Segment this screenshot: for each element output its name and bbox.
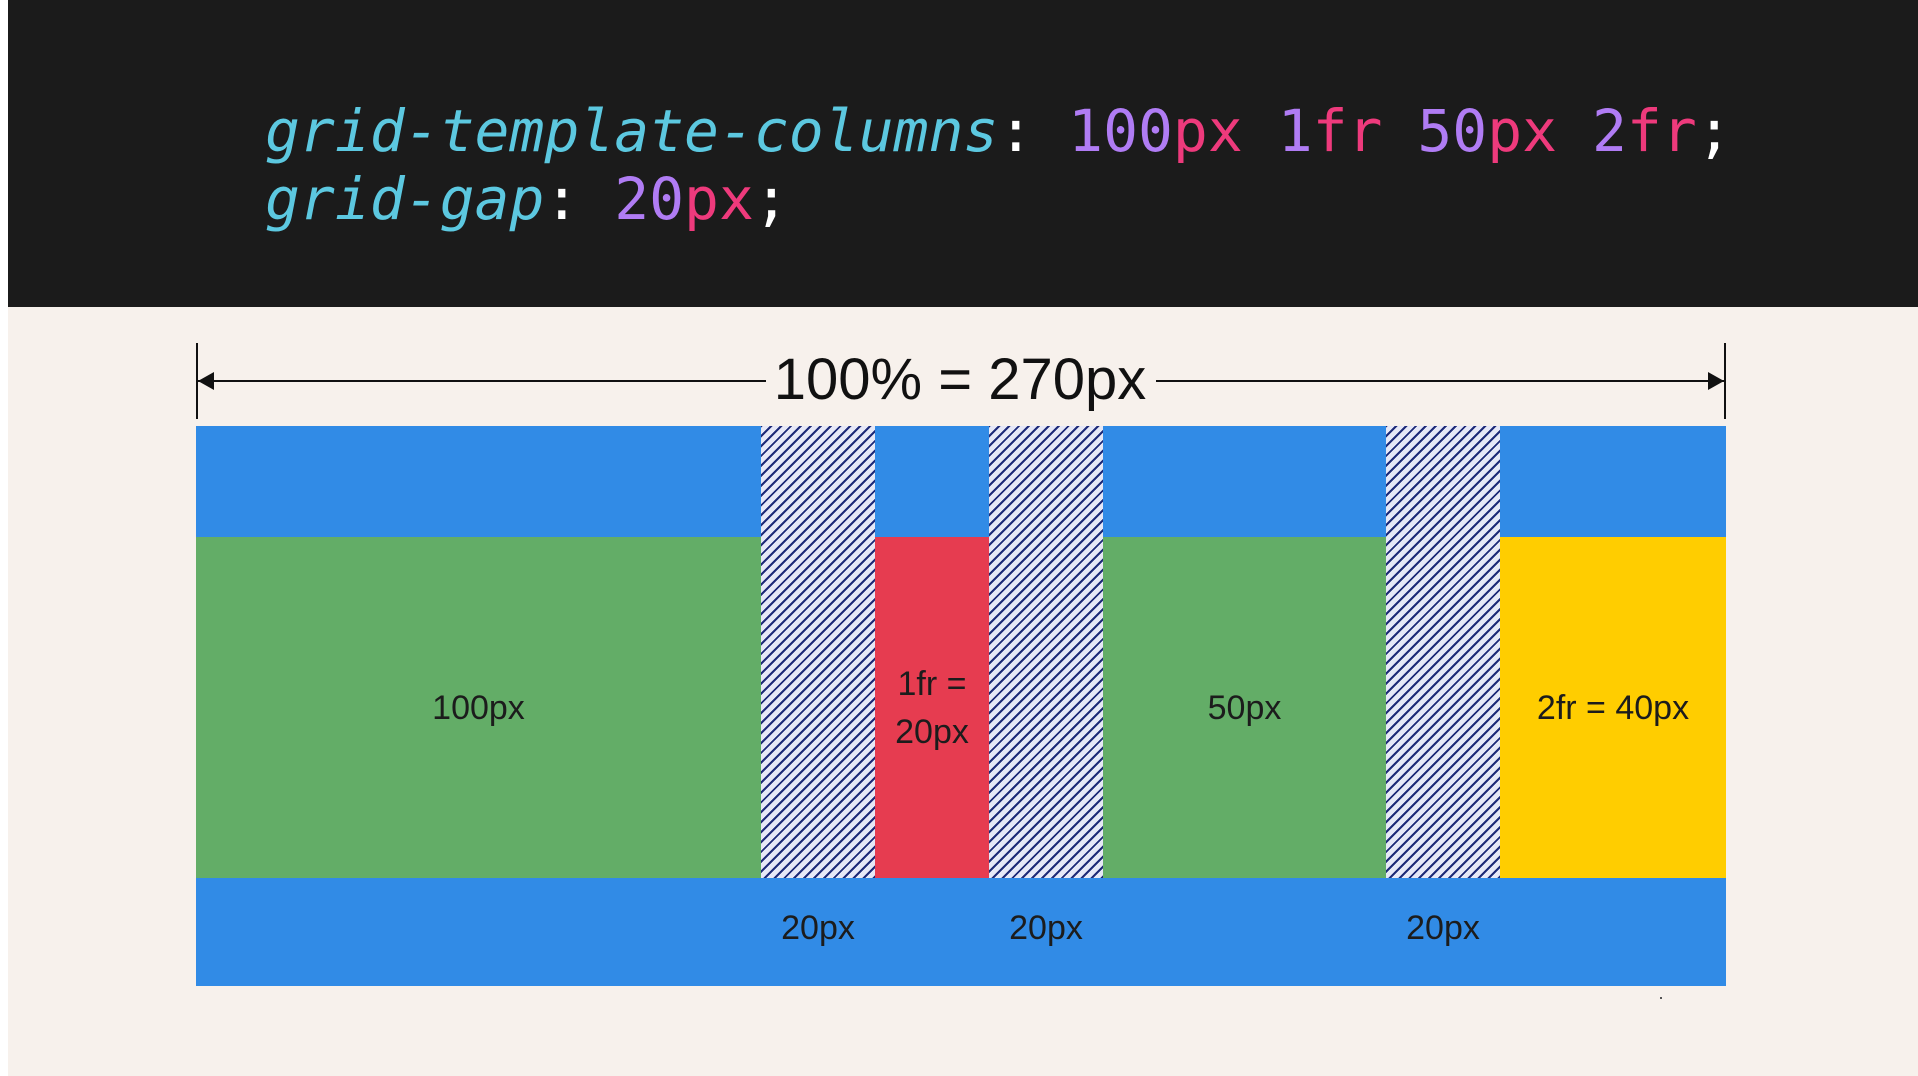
gap-column-2	[989, 426, 1103, 878]
column-label: 100px	[432, 688, 525, 727]
column-50px: 50px	[1103, 537, 1386, 878]
code-value-unit: fr	[1312, 97, 1383, 165]
column-100px: 100px	[196, 537, 761, 878]
gap-label: 20px	[1406, 909, 1480, 947]
column-label: 50px	[1207, 688, 1282, 727]
code-colon: :	[998, 97, 1034, 165]
column-2fr: 2fr = 40px	[1500, 537, 1726, 878]
column-1fr: 1fr = 20px	[875, 537, 989, 878]
code-value-unit: px	[684, 165, 754, 233]
code-value-unit: fr	[1626, 97, 1697, 165]
gap-label: 20px	[1009, 909, 1083, 947]
dimension-line-right	[1156, 380, 1724, 382]
gap-column-1	[761, 426, 875, 878]
code-line-grid-gap: grid-gap: 20px;	[265, 170, 789, 228]
code-value-number: 50	[1417, 97, 1488, 165]
code-value-number: 20	[614, 165, 685, 233]
code-property: grid-gap	[265, 165, 545, 233]
code-panel: grid-template-columns: 100px 1fr 50px 2f…	[8, 0, 1918, 307]
column-label: 2fr = 40px	[1536, 688, 1690, 727]
dimension-left-tick	[196, 343, 198, 419]
left-edge-strip	[0, 0, 8, 1076]
gap-label: 20px	[781, 909, 855, 947]
arrow-left-icon	[198, 372, 214, 390]
dimension-line-left	[198, 380, 766, 382]
code-value-number: 2	[1591, 97, 1627, 165]
code-line-grid-template-columns: grid-template-columns: 100px 1fr 50px 2f…	[265, 102, 1732, 160]
code-property: grid-template-columns	[265, 97, 999, 165]
code-value-unit: px	[1487, 97, 1558, 165]
total-width-label: 100% = 270px	[773, 347, 1147, 412]
arrow-right-icon	[1708, 372, 1724, 390]
code-value-number: 1	[1277, 97, 1313, 165]
dimension-right-tick	[1724, 343, 1726, 419]
stray-dot	[1660, 997, 1662, 999]
code-value-number: 100	[1068, 97, 1173, 165]
code-colon: :	[544, 165, 580, 233]
code-semicolon: ;	[753, 165, 789, 233]
gap-column-3	[1386, 426, 1500, 878]
code-value-unit: px	[1172, 97, 1243, 165]
column-label: 1fr = 20px	[895, 664, 969, 751]
code-semicolon: ;	[1696, 97, 1732, 165]
